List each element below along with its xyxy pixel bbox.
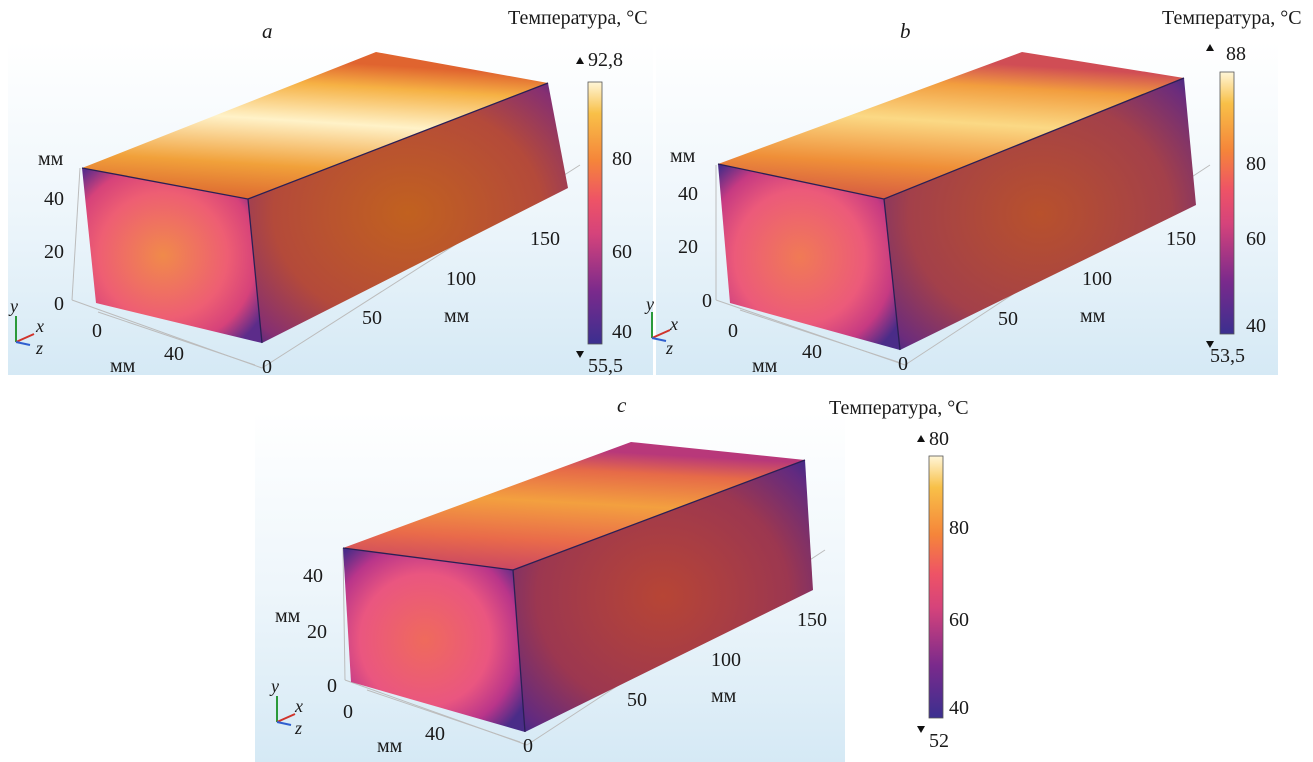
panel-a-y-unit: мм: [38, 148, 64, 170]
panel-a-width-tick: 40: [164, 343, 184, 365]
panel-a-width-unit: мм: [110, 355, 136, 377]
panel-c-colorbar-title: Температура, °C: [829, 397, 969, 419]
up-triangle-icon: [917, 435, 925, 442]
panel-a-axis-triad: y x z: [8, 296, 44, 358]
panel-b-width-unit: мм: [752, 355, 778, 377]
panel-b-label: b: [900, 19, 911, 43]
panel-c-y-tick: 40: [303, 565, 323, 587]
panel-b-length-tick: 150: [1166, 228, 1196, 250]
panel-c-length-tick: 150: [797, 609, 827, 631]
panel-b-colorbar-tick: 40: [1246, 315, 1266, 337]
panel-a-length-unit: мм: [444, 305, 470, 327]
panel-a-colorbar-min: 55,5: [588, 355, 623, 377]
down-triangle-icon: [1206, 341, 1214, 348]
triad-z-label: z: [35, 338, 43, 358]
panel-a-colorbar-tick: 40: [612, 321, 632, 343]
panel-a-colorbar-tick: 80: [612, 148, 632, 170]
panel-a-length-tick: 100: [446, 268, 476, 290]
panel-b-colorbar-min: 53,5: [1210, 345, 1245, 367]
down-triangle-icon: [917, 726, 925, 733]
panel-a-y-tick: 20: [44, 241, 64, 263]
panel-c-axis-triad: y x z: [269, 676, 303, 738]
panel-a-box-front: [82, 168, 262, 343]
panel-a-width-tick: 0: [92, 320, 102, 342]
triad-x-label: x: [669, 314, 678, 334]
panel-b-length-unit: мм: [1080, 305, 1106, 327]
panel-c-colorbar-min: 52: [929, 730, 949, 752]
panel-c-length-tick: 0: [523, 735, 533, 757]
panel-b-colorbar-max: 88: [1226, 43, 1246, 65]
panel-c-colorbar-tick: 80: [949, 517, 969, 539]
panel-a-colorbar-title: Температура, °C: [508, 7, 648, 29]
panel-b-y-tick: 40: [678, 183, 698, 205]
panel-a-length-tick: 150: [530, 228, 560, 250]
panel-a-y-tick: 40: [44, 188, 64, 210]
panel-a-colorbar-max: 92,8: [588, 49, 623, 71]
triad-z-label: z: [294, 718, 302, 738]
panel-c-box-top: [343, 442, 805, 570]
panel-c-width-unit: мм: [377, 735, 403, 757]
panel-b-box-top: [718, 52, 1184, 199]
panel-c-width-tick: 0: [343, 701, 353, 723]
triad-x-label: x: [35, 316, 44, 336]
panel-b-box-side: [884, 78, 1196, 350]
panel-a-box-top: [82, 52, 548, 199]
panel-b-length-tick: 50: [998, 308, 1018, 330]
panel-c-box-front: [343, 548, 525, 732]
panel-c-figure: c 40 мм 20 0 0 40 мм 0 50 100 150 мм y x…: [255, 393, 969, 762]
panel-b-box-front: [718, 164, 900, 350]
panel-b-axis-triad: y x z: [644, 294, 678, 358]
panel-b: b мм 40 20 0 0 40 мм 0 50 100 150 мм y x…: [644, 0, 1313, 380]
panel-c-label: c: [617, 393, 627, 417]
panel-c-width-tick: 40: [425, 723, 445, 745]
panel-b-colorbar-tick: 80: [1246, 153, 1266, 175]
panel-c-y-tick: 20: [307, 621, 327, 643]
panel-a-colorbar: [587, 81, 603, 345]
panel-c-length-unit: мм: [711, 685, 737, 707]
down-triangle-icon: [576, 351, 584, 358]
panel-b-colorbar-title: Температура, °C: [1162, 7, 1302, 29]
panel-b-width-tick: 0: [728, 320, 738, 342]
panel-a-y-tick: 0: [54, 293, 64, 315]
triad-y-label: y: [269, 676, 279, 696]
panel-b-y-unit: мм: [670, 145, 696, 167]
panel-b-length-tick: 0: [898, 353, 908, 375]
panel-b-length-tick: 100: [1082, 268, 1112, 290]
panel-b-y-tick: 0: [702, 290, 712, 312]
panel-a-colorbar-tick: 60: [612, 241, 632, 263]
panel-c-length-tick: 50: [627, 689, 647, 711]
panel-b-colorbar-tick: 60: [1246, 228, 1266, 250]
panel-c-colorbar-max: 80: [929, 428, 949, 450]
panel-c-colorbar-tick: 60: [949, 609, 969, 631]
triad-y-label: y: [644, 294, 654, 314]
panel-b-y-tick: 20: [678, 236, 698, 258]
triad-z-label: z: [665, 338, 673, 358]
panel-b-width-tick: 40: [802, 341, 822, 363]
panel-c-colorbar: [928, 455, 944, 719]
panel-c-y-tick: 0: [327, 675, 337, 697]
up-triangle-icon: [576, 57, 584, 64]
panel-a: a мм 40 20 0 0 40 мм 0 50 100 150 мм y x…: [0, 0, 660, 380]
up-triangle-icon: [1206, 44, 1214, 51]
panel-c-y-unit: мм: [275, 605, 301, 627]
panel-c: c 40 мм 20 0 0 40 мм 0 50 100 150 мм y x…: [255, 390, 975, 762]
panel-b-colorbar: [1219, 71, 1235, 335]
panel-a-figure: a мм 40 20 0 0 40 мм 0 50 100 150 мм y x…: [8, 7, 653, 378]
panel-b-figure: b мм 40 20 0 0 40 мм 0 50 100 150 мм y x…: [644, 7, 1302, 377]
triad-y-label: y: [8, 296, 18, 316]
panel-a-label: a: [262, 19, 273, 43]
panel-a-length-tick: 50: [362, 307, 382, 329]
panel-c-length-tick: 100: [711, 649, 741, 671]
panel-a-box-side: [248, 83, 568, 343]
panel-c-box-side: [513, 460, 813, 732]
triad-x-label: x: [294, 696, 303, 716]
panel-c-colorbar-tick: 40: [949, 697, 969, 719]
panel-a-length-tick: 0: [262, 356, 272, 378]
